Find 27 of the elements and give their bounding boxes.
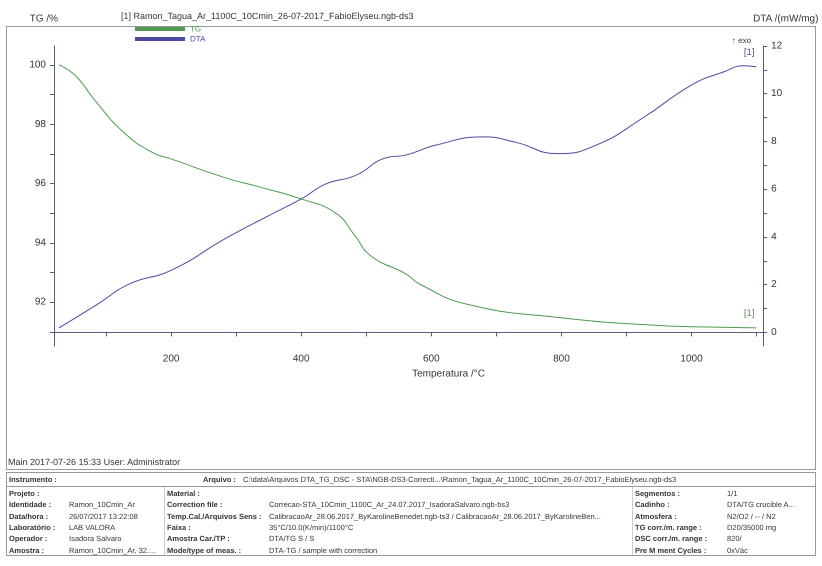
y2-tick-label: 6 [771,184,778,195]
text: ↑ exo [732,34,752,47]
y2-axis-title: DTA /(mW/mg) [753,14,818,24]
x-tick-label: 600 [422,354,440,364]
y-tick-label: 92 [34,296,46,308]
text: Main 2017-07-26 15:33 User: Administrator [8,456,180,468]
y2-tick-label: 12 [771,40,783,52]
annotation: [1] [744,308,754,320]
y2-tick-label: 4 [771,231,778,242]
y-tick-label: 100 [29,59,46,70]
y2-tick-label: 10 [771,88,783,100]
y2-tick-label: 2 [771,279,778,290]
x-tick-label: 200 [162,354,180,364]
y-tick-label: 94 [34,237,46,248]
y2-tick-label: 8 [771,136,778,147]
annotation: [1] [744,46,754,59]
x-axis-title: Temperatura /°C [412,368,486,380]
y2-tick-label: 0 [771,326,778,338]
x-tick-label: 1000 [680,354,704,364]
x-tick-label: 400 [292,354,310,364]
text: DTA [190,34,206,44]
legend-title: [1] Ramon_Tagua_Ar_1100C_10Cmin_26-07-2017_FabioElyseu.ngb-ds3 [121,10,414,22]
y-tick-label: 98 [34,118,46,130]
x-tick-label: 800 [553,354,570,364]
y-axis-title: TG /% [30,14,58,24]
y-tick-label: 96 [34,178,46,190]
text: TG [190,24,202,34]
